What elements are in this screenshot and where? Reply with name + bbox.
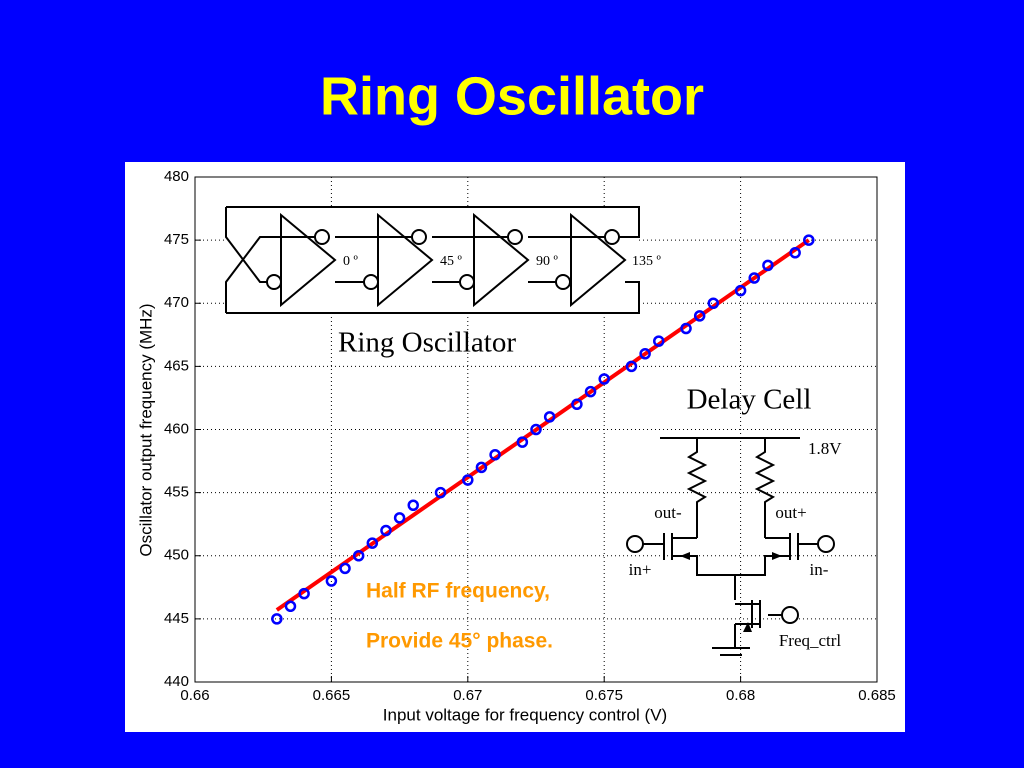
marks xyxy=(271,234,815,625)
data-point xyxy=(789,247,801,259)
x-tick-label: 0.68 xyxy=(726,687,755,704)
data-point xyxy=(803,234,815,246)
y-tick-label: 440 xyxy=(164,673,189,690)
data-point xyxy=(434,486,447,499)
data-point xyxy=(366,537,379,549)
data-point xyxy=(325,575,338,587)
data-point xyxy=(516,436,529,448)
data-point xyxy=(762,259,774,272)
y-tick-label: 445 xyxy=(164,610,189,627)
y-tick-label: 455 xyxy=(164,484,189,501)
data-point xyxy=(271,613,283,625)
y-tick-label: 475 xyxy=(164,231,189,248)
data-point xyxy=(462,474,474,486)
node-label: out+ xyxy=(775,503,806,522)
data-point xyxy=(748,272,760,284)
data-point xyxy=(407,499,419,511)
fit-line xyxy=(275,238,810,612)
annotation: Half RF frequency, xyxy=(366,580,550,603)
x-tick-label: 0.675 xyxy=(585,687,623,704)
phase-label: 135 º xyxy=(632,254,662,269)
y-tick-label: 465 xyxy=(164,357,189,374)
x-tick-label: 0.66 xyxy=(180,687,209,704)
terminals xyxy=(626,535,835,624)
y-tick-label: 470 xyxy=(164,294,189,311)
data-point xyxy=(680,322,692,335)
phase-label: 0 º xyxy=(343,254,359,269)
data-point xyxy=(298,587,310,600)
data-point xyxy=(584,385,597,398)
data-point xyxy=(543,411,556,423)
phase-label: 45 º xyxy=(440,254,463,269)
node-label: out- xyxy=(654,503,682,522)
x-axis-label: Input voltage for frequency control (V) xyxy=(383,705,667,724)
data-point xyxy=(380,524,392,537)
y-tick-label: 450 xyxy=(164,547,189,564)
data-point xyxy=(284,600,297,612)
supply-label: 1.8V xyxy=(808,439,842,458)
buffers xyxy=(280,212,627,308)
x-tick-label: 0.685 xyxy=(858,687,896,704)
data-point xyxy=(707,297,720,309)
data-point xyxy=(625,360,638,373)
inset-title: Delay Cell xyxy=(687,384,812,416)
phase-label: 90 º xyxy=(536,254,559,269)
node-label: in- xyxy=(810,560,829,579)
data-point xyxy=(598,373,610,385)
bubbles xyxy=(266,229,620,290)
axes-box xyxy=(194,176,878,683)
data-point xyxy=(693,310,706,322)
delay-cell-diagram: Delay Cell 1.8V out- out+ in+ in- Freq_c… xyxy=(626,384,842,656)
data-point xyxy=(339,562,351,575)
data-point xyxy=(734,284,747,297)
y-axis-label: Oscillator output frequency (MHz) xyxy=(136,303,155,556)
y-tick-label: 460 xyxy=(164,420,189,437)
node-label: in+ xyxy=(629,560,652,579)
x-tick-label: 0.67 xyxy=(453,687,482,704)
data-point xyxy=(489,449,501,461)
x-tick-label: 0.665 xyxy=(313,687,351,704)
data-point xyxy=(475,461,488,474)
node-label: Freq_ctrl xyxy=(779,631,842,650)
data-point xyxy=(653,335,665,347)
y-tick-label: 480 xyxy=(164,168,189,185)
inset-title: Ring Oscillator xyxy=(338,327,516,359)
data-point xyxy=(393,512,406,524)
ring-oscillator-diagram: 0 º 45 º 90 º 135 º Ring Oscillator xyxy=(225,206,662,359)
data-point xyxy=(571,398,583,410)
data-point xyxy=(352,550,365,562)
data-point xyxy=(530,423,542,436)
slide-title: Ring Oscillator xyxy=(320,66,704,126)
annotation: Provide 45° phase. xyxy=(366,630,553,653)
data-point xyxy=(639,348,651,360)
